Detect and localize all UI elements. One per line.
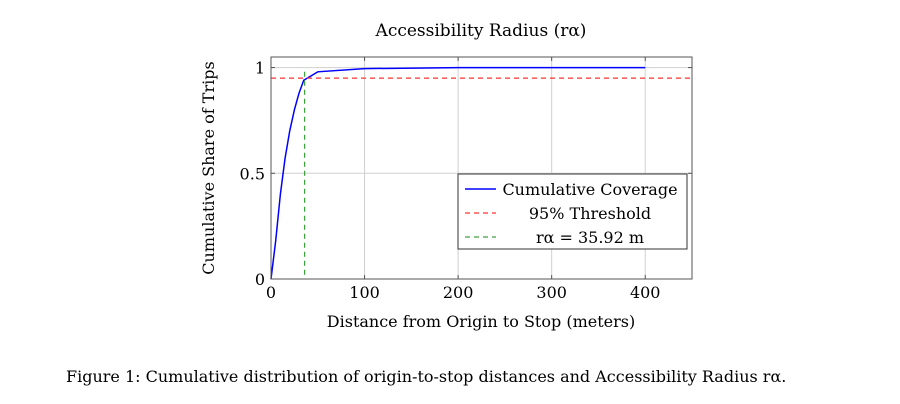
legend-box [457,173,688,250]
chart-title: Accessibility Radius (rα) [375,21,587,41]
figure-caption: Figure 1: Cumulative distribution of ori… [66,367,786,386]
legend-label: rα = 35.92 m [536,228,644,247]
y-tick-label: 1 [255,59,265,78]
x-tick-label: 200 [443,283,474,302]
x-tick-label: 300 [536,283,567,302]
y-axis-label: Cumulative Share of Trips [199,61,218,274]
x-tick-label: 100 [349,283,380,302]
x-tick-label: 0 [266,283,276,302]
legend-label: Cumulative Coverage [502,180,677,199]
plot-frame [270,56,693,280]
cumulative-coverage-line [270,66,646,280]
x-tick-label: 400 [630,283,661,302]
legend-label: 95% Threshold [529,204,651,223]
y-tick-label: 0.5 [240,164,265,183]
x-axis-label: Distance from Origin to Stop (meters) [327,312,635,331]
y-tick-label: 0 [255,270,265,289]
